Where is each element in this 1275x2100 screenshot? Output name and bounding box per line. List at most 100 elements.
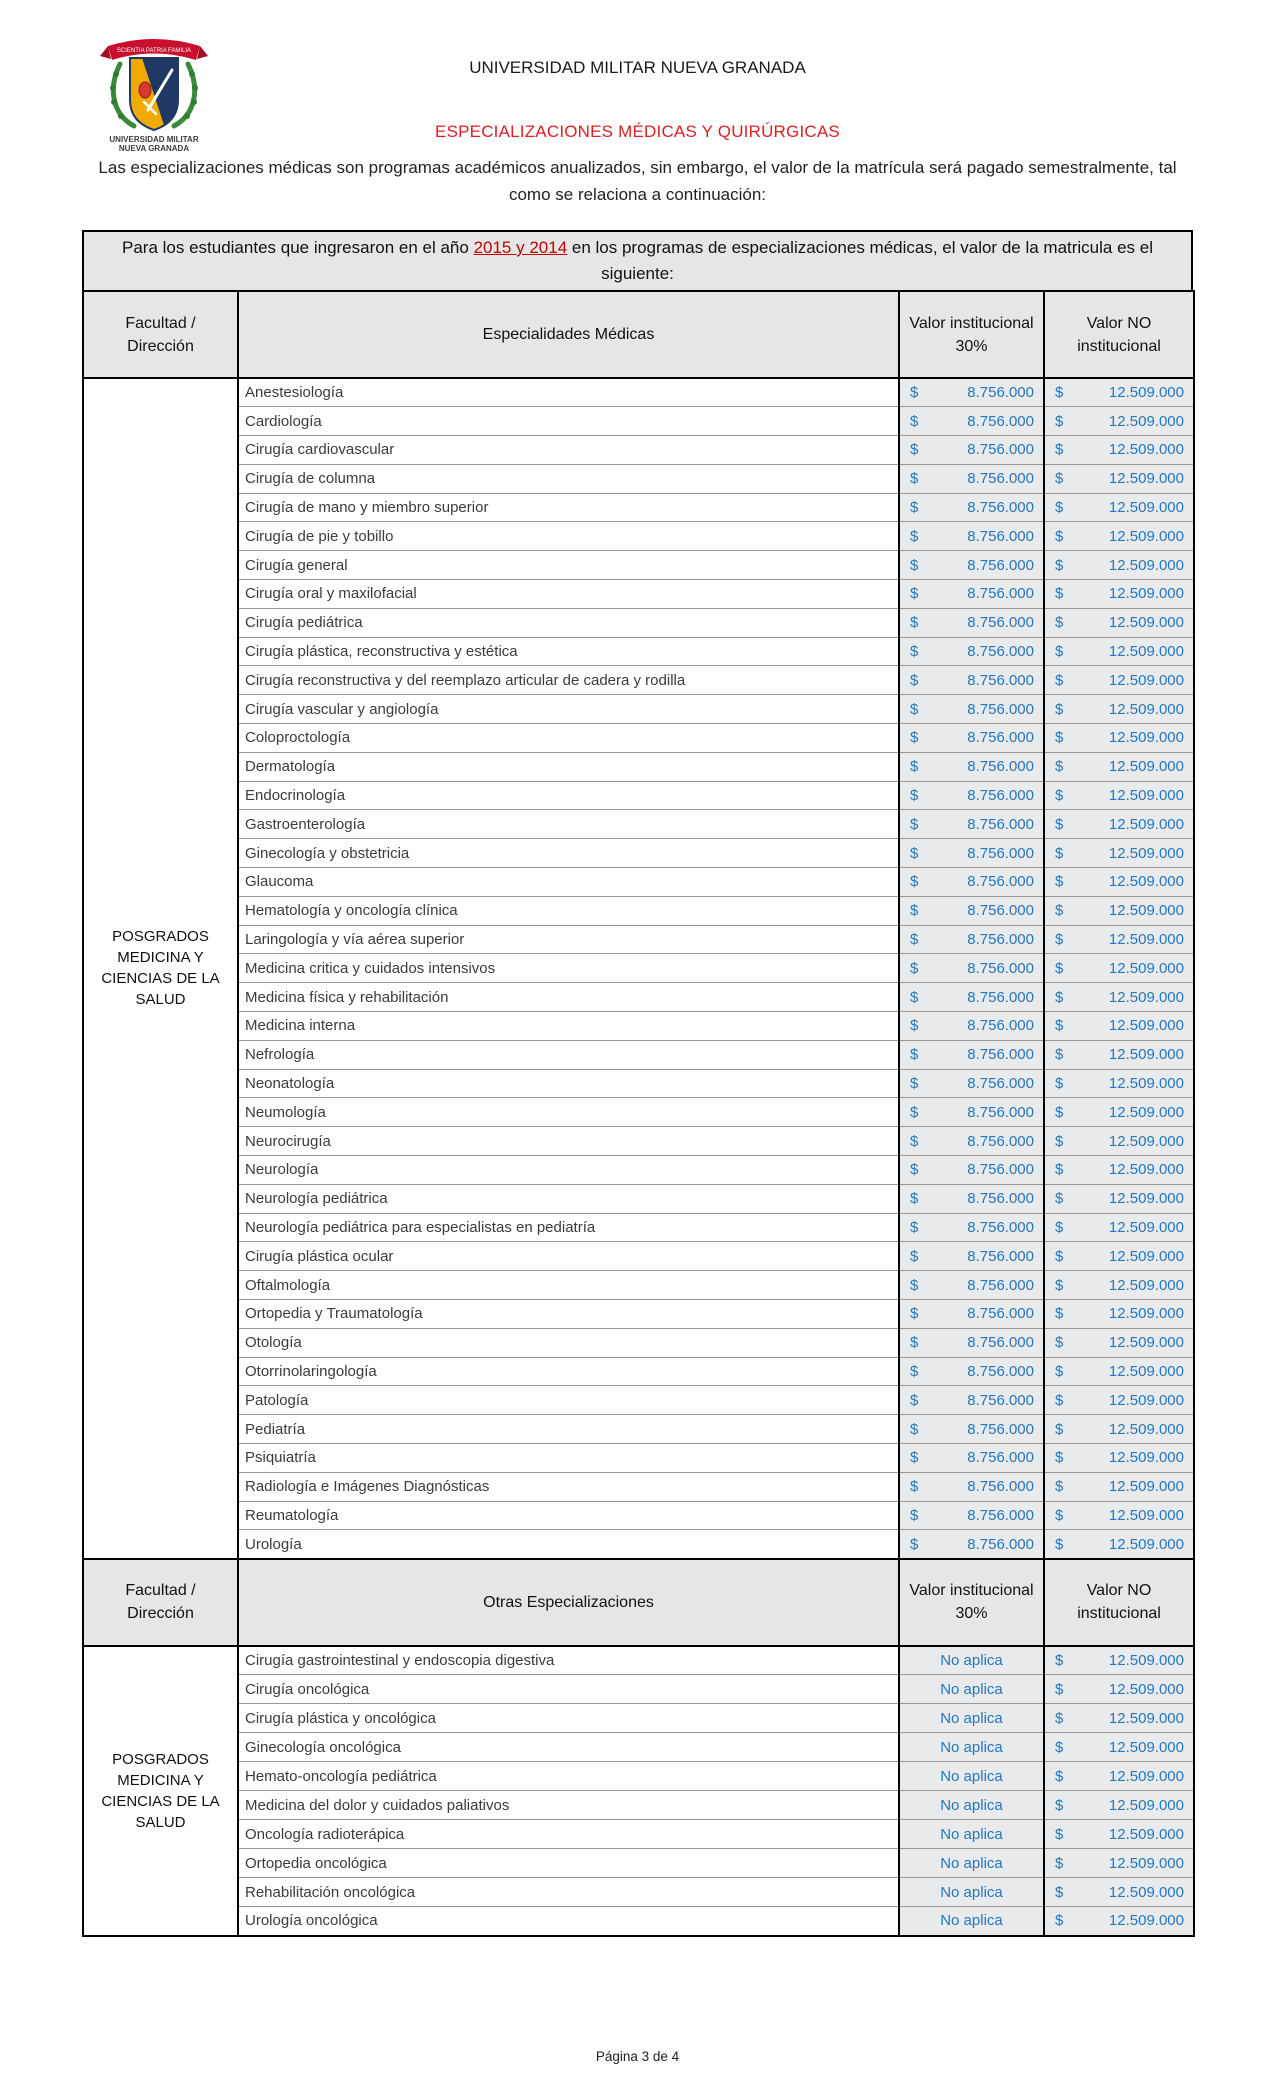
amount: 12.509.000	[1108, 441, 1184, 459]
money-value: $12.509.000	[1046, 1884, 1192, 1901]
institutional-value: No aplica	[899, 1819, 1045, 1849]
currency-symbol: $	[1055, 1506, 1064, 1524]
money-value: $12.509.000	[1046, 1133, 1192, 1150]
institutional-value: $8.756.000	[899, 1500, 1045, 1530]
amount: 12.509.000	[1108, 499, 1184, 517]
col-header-institutional: Valor institucional 30%	[899, 1558, 1045, 1647]
currency-symbol: $	[910, 384, 919, 402]
amount: 8.756.000	[967, 470, 1034, 488]
non-institutional-value: $12.509.000	[1044, 1299, 1194, 1329]
currency-symbol: $	[1055, 1017, 1064, 1035]
table-row: Neurocirugía $8.756.000 $12.509.000	[83, 1126, 1194, 1156]
amount: 12.509.000	[1108, 1276, 1184, 1294]
institutional-value: No aplica	[899, 1877, 1045, 1907]
table-row: Cirugía de pie y tobillo $8.756.000 $12.50…	[83, 521, 1194, 551]
table-row: Coloproctología $8.756.000 $12.509.000	[83, 723, 1194, 753]
institutional-value: $8.756.000	[899, 1385, 1045, 1415]
money-value: $12.509.000	[1046, 1363, 1192, 1380]
currency-symbol: $	[1055, 1219, 1064, 1236]
amount: 12.509.000	[1108, 787, 1184, 805]
logo-motto: SCIENTIA PATRIA FAMILIA	[117, 48, 191, 54]
col-header-non-institutional: Valor NO institucional	[1044, 1558, 1194, 1647]
money-value: $8.756.000	[901, 1305, 1042, 1322]
currency-symbol: $	[910, 700, 919, 718]
specialty-name: Radiología e Imágenes Diagnósticas	[238, 1471, 900, 1502]
institutional-value: No aplica	[899, 1674, 1045, 1704]
non-institutional-value: $12.509.000	[1044, 982, 1194, 1012]
currency-symbol: $	[910, 1334, 919, 1352]
non-institutional-value: $12.509.000	[1044, 1270, 1194, 1300]
money-value: $12.509.000	[1046, 1277, 1192, 1294]
currency-symbol: $	[1055, 1276, 1064, 1294]
specialty-name: Rehabilitación oncológica	[238, 1877, 900, 1907]
amount: 8.756.000	[967, 499, 1034, 517]
money-value: $12.509.000	[1046, 1046, 1192, 1063]
currency-symbol: $	[910, 643, 919, 661]
amount: 12.509.000	[1108, 1219, 1184, 1236]
money-value: $12.509.000	[1046, 931, 1192, 948]
non-institutional-value: $12.509.000	[1044, 1442, 1194, 1473]
table-row: Endocrinología $8.756.000 $12.509.000	[83, 780, 1194, 810]
amount: 12.509.000	[1108, 1825, 1184, 1843]
money-value: $8.756.000	[901, 729, 1042, 746]
currency-symbol: $	[1055, 1132, 1064, 1150]
currency-symbol: $	[1055, 556, 1064, 574]
currency-symbol: $	[1055, 1362, 1064, 1380]
non-institutional-value: $12.509.000	[1044, 665, 1194, 695]
currency-symbol: $	[1055, 844, 1064, 862]
non-institutional-value: $12.509.000	[1044, 1126, 1194, 1156]
institutional-value: $8.756.000	[899, 1068, 1045, 1098]
non-institutional-value: $12.509.000	[1044, 1906, 1194, 1936]
money-value: $8.756.000	[901, 873, 1042, 890]
money-value: $8.756.000	[901, 1017, 1042, 1034]
non-institutional-value: $12.509.000	[1044, 521, 1194, 551]
amount: 12.509.000	[1108, 412, 1184, 430]
currency-symbol: $	[1055, 1680, 1064, 1698]
currency-symbol: $	[1055, 470, 1064, 488]
specialty-name: Laringología y vía aérea superior	[238, 924, 900, 954]
institutional-value: $8.756.000	[899, 1442, 1045, 1473]
specialty-name: Cirugía general	[238, 550, 900, 580]
currency-symbol: $	[910, 1276, 919, 1294]
amount: 12.509.000	[1108, 643, 1184, 661]
money-value: $12.509.000	[1046, 499, 1192, 516]
money-value: $8.756.000	[901, 1190, 1042, 1207]
money-value: $12.509.000	[1046, 528, 1192, 545]
institutional-value: $8.756.000	[899, 435, 1045, 465]
specialty-name: Gastroenterología	[238, 809, 900, 839]
table-row: Reumatología $8.756.000 $12.509.000	[83, 1500, 1194, 1530]
saber-icon	[146, 68, 174, 112]
money-value: $12.509.000	[1046, 845, 1192, 862]
ribbon-banner-shape	[108, 39, 200, 60]
non-institutional-value: $12.509.000	[1044, 924, 1194, 954]
table-row: Cirugía plástica y oncológica No aplica $1…	[83, 1703, 1194, 1733]
non-institutional-value: $12.509.000	[1044, 378, 1194, 407]
amount: 12.509.000	[1108, 1391, 1184, 1409]
money-value: $8.756.000	[901, 470, 1042, 487]
table-row: Patología $8.756.000 $12.509.000	[83, 1385, 1194, 1415]
table-row: Glaucoma $8.756.000 $12.509.000	[83, 867, 1194, 897]
specialty-name: Ginecología oncológica	[238, 1732, 900, 1762]
currency-symbol: $	[1055, 614, 1064, 632]
currency-symbol: $	[1055, 758, 1064, 776]
non-institutional-value: $12.509.000	[1044, 1183, 1194, 1214]
table-row: Cirugía pediátrica $8.756.000 $12.509.000	[83, 607, 1194, 638]
university-logo: SCIENTIA PATRIA FAMILIA UNIVERSIDAD MILI…	[100, 39, 208, 153]
table-row: Dermatología $8.756.000 $12.509.000	[83, 751, 1194, 782]
currency-symbol: $	[1055, 959, 1064, 977]
col-header-faculty: Facultad / Dirección	[83, 291, 239, 379]
money-value: $12.509.000	[1046, 902, 1192, 919]
currency-symbol: $	[910, 1247, 919, 1265]
institutional-value: $8.756.000	[899, 521, 1045, 551]
money-value: $8.756.000	[901, 1363, 1042, 1380]
money-value: $8.756.000	[901, 585, 1042, 602]
amount: 8.756.000	[967, 384, 1034, 402]
table-row: Pediatría $8.756.000 $12.509.000	[83, 1414, 1194, 1444]
logo-caption-2: NUEVA GRANADA	[119, 144, 189, 153]
currency-symbol: $	[910, 1075, 919, 1093]
amount: 12.509.000	[1108, 1046, 1184, 1064]
money-value: $12.509.000	[1046, 1536, 1192, 1553]
amount: 12.509.000	[1108, 1767, 1184, 1785]
non-institutional-value: $12.509.000	[1044, 406, 1194, 436]
money-value: $12.509.000	[1046, 1075, 1192, 1092]
